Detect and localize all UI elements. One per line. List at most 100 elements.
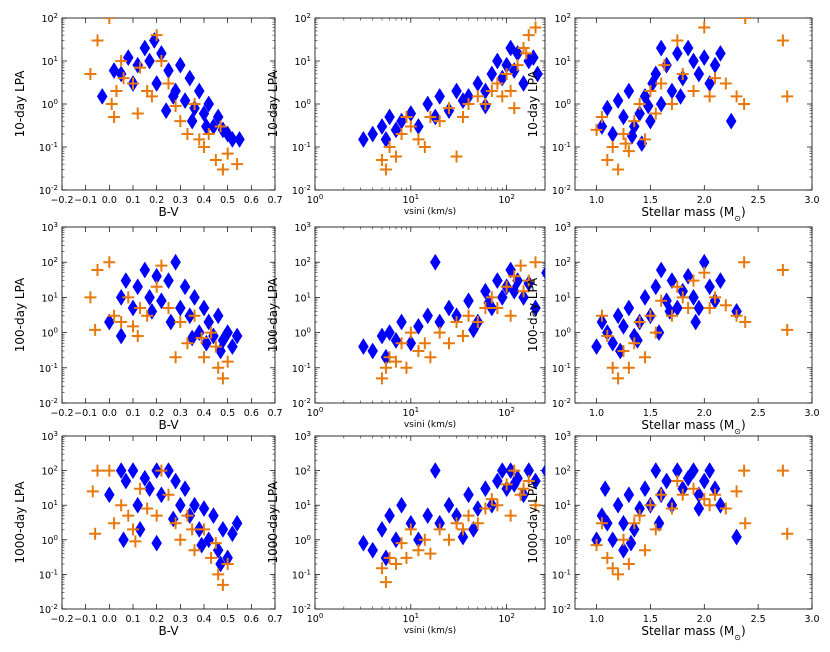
data-point-diamond bbox=[198, 105, 210, 123]
data-point-plus bbox=[671, 475, 684, 488]
data-point-diamond bbox=[118, 531, 129, 549]
data-point-diamond bbox=[384, 108, 395, 126]
data-point-diamond bbox=[623, 486, 635, 504]
y-tick-base: 10 bbox=[554, 57, 566, 68]
data-point-diamond bbox=[715, 496, 726, 514]
data-point-plus bbox=[529, 21, 542, 34]
data-point-diamond bbox=[666, 272, 678, 290]
x-tick-label: 101 bbox=[403, 612, 420, 625]
data-point-diamond bbox=[675, 87, 686, 105]
y-tick-base: 10 bbox=[552, 186, 564, 197]
y-tick-exponent: 0 bbox=[54, 98, 58, 106]
x-axis-label: B-V bbox=[158, 418, 179, 432]
data-points bbox=[358, 253, 545, 385]
data-point-diamond bbox=[650, 278, 662, 296]
data-point-plus bbox=[108, 517, 121, 530]
data-point-plus bbox=[412, 544, 425, 557]
y-tick-label: 102 bbox=[41, 12, 58, 25]
x-axis-label: B-V bbox=[158, 624, 179, 638]
data-point-plus bbox=[424, 110, 437, 123]
data-point-plus bbox=[514, 488, 527, 501]
y-tick-base: 10 bbox=[554, 501, 566, 512]
data-point-plus bbox=[500, 478, 513, 491]
data-point-plus bbox=[639, 133, 652, 146]
data-point-plus bbox=[687, 274, 700, 287]
data-point-plus bbox=[169, 517, 182, 530]
data-point-diamond bbox=[518, 75, 529, 92]
data-point-plus bbox=[216, 372, 229, 385]
x-tick-label: 2.5 bbox=[751, 195, 766, 206]
y-tick-label: 101 bbox=[294, 499, 311, 512]
data-point-plus bbox=[404, 120, 417, 133]
data-point-plus bbox=[671, 280, 684, 293]
plot-frame bbox=[574, 17, 813, 191]
data-point-plus bbox=[400, 551, 413, 564]
data-point-plus bbox=[424, 351, 437, 364]
y-tick-exponent: 1 bbox=[54, 499, 58, 507]
data-point-diamond bbox=[639, 288, 651, 306]
data-point-plus bbox=[703, 90, 716, 103]
data-point-plus bbox=[193, 133, 206, 146]
x-tick-label: 1.5 bbox=[643, 614, 658, 625]
data-point-diamond bbox=[120, 472, 132, 490]
data-point-plus bbox=[671, 34, 684, 47]
y-tick-base: 10 bbox=[292, 605, 304, 616]
y-tick-base: 10 bbox=[39, 364, 51, 375]
data-point-plus bbox=[174, 316, 187, 329]
y-tick-exponent: 0 bbox=[307, 327, 311, 335]
data-point-diamond bbox=[463, 292, 474, 310]
y-tick-label: 102 bbox=[294, 256, 311, 269]
data-point-plus bbox=[103, 18, 116, 24]
y-tick-base: 10 bbox=[41, 467, 53, 478]
y-tick-exponent: 1 bbox=[307, 499, 311, 507]
y-tick-exponent: -2 bbox=[51, 603, 58, 611]
data-point-plus bbox=[628, 337, 641, 350]
data-point-diamond bbox=[175, 496, 186, 514]
data-point-plus bbox=[400, 361, 413, 374]
y-tick-base: 10 bbox=[41, 501, 53, 512]
data-point-plus bbox=[676, 67, 689, 80]
data-point-diamond bbox=[196, 536, 207, 554]
y-tick-label: 103 bbox=[554, 430, 571, 443]
data-point-diamond bbox=[104, 313, 115, 331]
data-point-plus bbox=[739, 316, 752, 329]
y-tick-exponent: -1 bbox=[51, 362, 58, 370]
data-point-diamond bbox=[132, 496, 144, 514]
data-point-plus bbox=[504, 85, 517, 98]
data-point-plus bbox=[216, 163, 229, 176]
data-point-diamond bbox=[201, 334, 212, 352]
data-point-diamond bbox=[146, 302, 158, 320]
data-point-plus bbox=[134, 482, 147, 495]
data-point-plus bbox=[155, 464, 168, 477]
data-point-diamond bbox=[607, 334, 618, 352]
data-point-plus bbox=[221, 355, 234, 368]
data-point-diamond bbox=[655, 261, 667, 279]
x-tick-label: 102 bbox=[498, 406, 515, 419]
data-point-plus bbox=[188, 544, 201, 557]
x-tick-label: 0.5 bbox=[220, 195, 235, 206]
data-point-plus bbox=[709, 488, 722, 501]
y-tick-base: 10 bbox=[554, 223, 566, 234]
data-point-plus bbox=[155, 259, 168, 272]
y-tick-base: 10 bbox=[41, 100, 53, 111]
y-tick-label: 102 bbox=[554, 465, 571, 478]
y-tick-label: 10-2 bbox=[292, 184, 311, 197]
data-point-plus bbox=[479, 301, 492, 314]
y-tick-base: 10 bbox=[41, 223, 53, 234]
y-tick-base: 10 bbox=[294, 501, 306, 512]
data-point-plus bbox=[84, 291, 97, 304]
data-point-plus bbox=[665, 502, 678, 515]
data-point-plus bbox=[633, 98, 646, 110]
data-point-plus bbox=[450, 316, 463, 329]
data-point-plus bbox=[649, 326, 662, 339]
data-point-plus bbox=[450, 150, 463, 163]
x-axis-label: Stellar mass (M⊙) bbox=[641, 205, 745, 223]
data-point-diamond bbox=[704, 278, 715, 296]
data-point-plus bbox=[162, 301, 175, 314]
